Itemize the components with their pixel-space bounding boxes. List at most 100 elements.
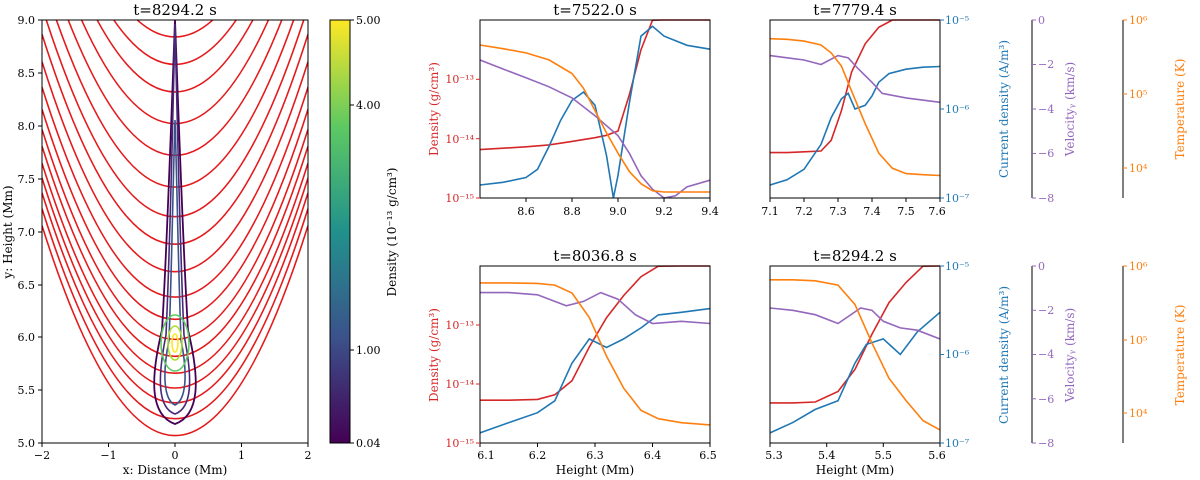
y3-tick-label: −2 [1038, 58, 1054, 71]
field-line [42, 33, 308, 245]
panel-x-tick-marks [479, 198, 941, 447]
x-tick-label: 6.4 [644, 449, 662, 462]
contour-level-6 [171, 333, 179, 353]
panel-frame [769, 265, 941, 444]
temperature-line [769, 37, 941, 177]
y-tick-label: 10⁻¹⁴ [445, 378, 474, 391]
y2-tick-label: 10⁻⁵ [945, 260, 969, 273]
y3-tick-label: −6 [1038, 147, 1054, 160]
colorbar-tick-label: 0.04 [356, 437, 381, 450]
x-tick-label: 8.6 [517, 205, 535, 218]
y-tick-label: 8.0 [18, 120, 36, 133]
x-tick-label: 5.4 [818, 449, 836, 462]
field-line [42, 61, 308, 273]
current-density-line [769, 65, 941, 186]
velocity-line [769, 307, 941, 340]
field-line [42, 177, 308, 389]
y2-tick-label: 10⁻⁶ [945, 103, 970, 116]
field-line [42, 129, 308, 340]
y3-tick-label: −4 [1038, 103, 1054, 116]
density-axis-label: Density (g/cm³) [427, 62, 441, 156]
velocity-axis: 0 −2 −4 −6 −8 0 −2 −4 −6 −8 Velocityᵧ (k… [1031, 14, 1077, 450]
y3-tick-label: −8 [1038, 437, 1054, 450]
temperature-axis-label: Temperature (K) [1173, 59, 1187, 160]
y-tick-label: 7.0 [18, 226, 36, 239]
x-tick-label: 6.1 [477, 449, 495, 462]
x-tick-label: 6.3 [586, 449, 604, 462]
panel-title: t=8294.2 s [813, 247, 897, 265]
y-tick-label: 7.5 [18, 173, 36, 186]
y3-tick-label: −2 [1038, 304, 1054, 317]
field-line [42, 162, 308, 374]
panel-title: t=7522.0 s [553, 1, 637, 19]
contour-level-2 [159, 23, 191, 415]
contour-x-label: x: Distance (Mm) [123, 463, 228, 477]
contour-y-label: y: Height (Mm) [1, 185, 15, 279]
contour-level-4 [160, 314, 190, 372]
velocity-axis-label: Velocityᵧ (km/s) [1063, 308, 1077, 403]
contour-panel: t=8294.2 s −2 −1 0 1 2 x: Distance (Mm) [1, 1, 399, 477]
y-tick-label: 5.5 [18, 384, 36, 397]
y-tick-label: 9.0 [18, 14, 36, 27]
temperature-line [479, 44, 710, 193]
density-axis: 10⁻¹⁵ 10⁻¹⁴ 10⁻¹³ 10⁻¹⁵ 10⁻¹⁴ 10⁻¹³ Dens… [427, 62, 480, 450]
x-tick-label: −1 [100, 449, 116, 462]
colorbar-gradient [329, 19, 351, 444]
density-axis-label: Density (g/cm³) [427, 308, 441, 402]
panel-title: t=7779.4 s [813, 1, 897, 19]
colorbar-tick-label: 1.00 [356, 344, 381, 357]
y2-tick-label: 10⁻⁷ [945, 437, 970, 450]
y-tick-label: 6.5 [18, 279, 36, 292]
velocity-line [769, 54, 941, 104]
colorbar: 0.04 1.00 4.00 5.00 Density (10⁻¹³ g/cm³… [329, 14, 399, 450]
y4-tick-label: 10⁴ [1129, 162, 1148, 175]
x-tick-label: 8.8 [563, 205, 581, 218]
field-line [113, 20, 237, 65]
y-tick-label: 10⁻¹³ [445, 319, 474, 332]
field-line [42, 225, 308, 437]
field-line [42, 208, 308, 420]
x-tick-label: 7.6 [928, 205, 946, 218]
field-lines [42, 20, 308, 437]
y-tick-label: 10⁻¹⁵ [445, 437, 474, 450]
y-tick-label: 10⁻¹⁵ [445, 192, 474, 205]
y-tick-label: 10⁻¹⁴ [445, 133, 474, 146]
x-tick-label: 1 [238, 449, 245, 462]
x-tick-label: 7.3 [829, 205, 847, 218]
y3-tick-label: 0 [1038, 260, 1045, 273]
colorbar-tick-label: 5.00 [356, 14, 381, 27]
velocity-line [479, 59, 711, 199]
current-density-line [479, 25, 711, 199]
y4-tick-label: 10⁶ [1129, 260, 1148, 273]
x-tick-label: 5.6 [928, 449, 946, 462]
y4-tick-label: 10⁶ [1129, 14, 1148, 27]
x-tick-label: 7.4 [863, 205, 881, 218]
panel-x-tick-labels: 8.6 8.8 9.0 9.2 9.4 7.1 7.2 7.3 7.4 7.5 … [477, 205, 946, 462]
y2-tick-label: 10⁻⁵ [945, 14, 969, 27]
x-axis-label: Height (Mm) [816, 463, 894, 477]
density-line [479, 19, 710, 151]
x-tick-label: 5.3 [765, 449, 783, 462]
x-tick-label: 5.5 [875, 449, 893, 462]
contour-y-ticks: 5.0 5.5 6.0 6.5 7.0 7.5 8.0 8.5 9.0 [18, 14, 42, 450]
temperature-line [480, 282, 711, 426]
x-tick-label: 2 [305, 449, 312, 462]
x-tick-label: 7.2 [795, 205, 813, 218]
x-axis-label: Height (Mm) [556, 463, 634, 477]
y2-tick-label: 10⁻⁷ [945, 192, 970, 205]
x-tick-label: 9.4 [701, 205, 719, 218]
x-tick-label: 6.5 [699, 449, 717, 462]
contour-level-5 [167, 325, 183, 361]
profile-panels: t=7522.0 s t=7779.4 s t=8036.8 s t=8294.… [427, 1, 1187, 477]
panel-frame [479, 19, 711, 199]
contour-title: t=8294.2 s [133, 1, 217, 19]
y-tick-label: 8.5 [18, 67, 36, 80]
current-density-line [769, 311, 941, 434]
y3-tick-label: −6 [1038, 393, 1054, 406]
density-line [480, 265, 710, 402]
current-density-axis-label: Current density (A/m³) [997, 40, 1011, 178]
density-line [770, 265, 941, 404]
field-line [96, 20, 254, 93]
x-tick-label: −2 [34, 449, 50, 462]
temperature-line [770, 278, 941, 431]
